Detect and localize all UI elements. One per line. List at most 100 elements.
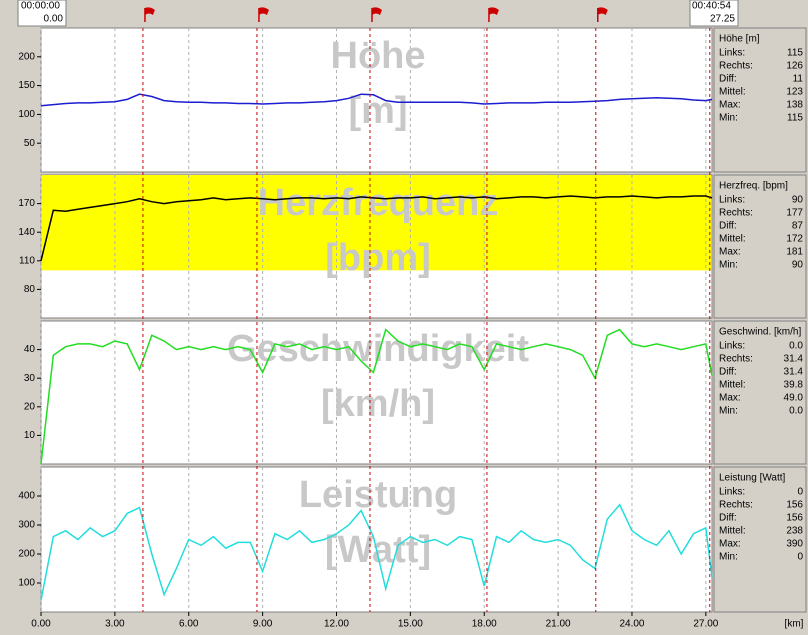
stats-value: 123	[786, 87, 803, 98]
stats-value: 390	[786, 539, 803, 550]
plot-area	[40, 466, 713, 613]
stats-panel	[713, 174, 807, 319]
lap-flag	[488, 7, 499, 15]
x-tick-label: 0.00	[31, 619, 51, 630]
stats-label: Diff:	[719, 513, 737, 524]
x-tick-label: 15.00	[398, 619, 423, 630]
y-tick-label: 80	[24, 284, 36, 295]
stats-label: Rechts:	[719, 354, 753, 365]
y-tick-label: 200	[18, 51, 35, 62]
data-line	[40, 195, 713, 261]
stats-label: Mittel:	[719, 380, 746, 391]
plot-area	[40, 27, 713, 173]
stats-value: 115	[787, 113, 803, 124]
watermark: [bpm]	[325, 237, 431, 279]
y-tick-label: 400	[18, 491, 35, 502]
watermark: [Watt]	[325, 529, 431, 571]
lap-flag	[371, 7, 382, 15]
stats-title: Leistung [Watt]	[719, 473, 786, 484]
y-tick-label: 170	[18, 198, 35, 209]
stats-value: 0.0	[789, 406, 803, 417]
x-tick-label: 18.00	[472, 619, 497, 630]
stats-label: Max:	[719, 247, 741, 258]
y-tick-label: 30	[24, 373, 36, 384]
stats-title: Höhe [m]	[719, 34, 760, 45]
stats-title: Geschwind. [km/h]	[719, 327, 801, 338]
x-tick-label: 3.00	[105, 619, 125, 630]
end-box	[689, 0, 739, 27]
y-tick-label: 40	[24, 344, 36, 355]
start-box	[17, 0, 67, 27]
stats-label: Diff:	[719, 74, 737, 85]
y-tick-label: 140	[18, 227, 35, 238]
stats-label: Max:	[719, 539, 741, 550]
x-tick-label: 6.00	[179, 619, 199, 630]
stats-label: Links:	[719, 48, 745, 59]
x-tick-label: 9.00	[253, 619, 273, 630]
stats-label: Rechts:	[719, 208, 753, 219]
stats-label: Diff:	[719, 367, 737, 378]
x-tick-label: 27.00	[693, 619, 718, 630]
stats-value: 115	[787, 48, 803, 59]
stats-label: Max:	[719, 393, 741, 404]
stats-label: Mittel:	[719, 87, 746, 98]
lap-flag	[597, 7, 608, 15]
start-time: 00:00:00	[21, 1, 60, 12]
lap-flag	[258, 7, 269, 15]
watermark: [km/h]	[321, 383, 435, 425]
stats-label: Rechts:	[719, 61, 753, 72]
x-axis-label: [km]	[785, 619, 804, 630]
lap-flag	[144, 7, 155, 15]
stats-value: 0	[797, 487, 803, 498]
data-line	[40, 328, 713, 465]
y-tick-label: 200	[18, 549, 35, 560]
stats-label: Min:	[719, 552, 738, 563]
stats-value: 172	[786, 234, 803, 245]
stats-value: 126	[786, 61, 803, 72]
plot-area	[40, 320, 713, 465]
end-time: 00:40:54	[692, 1, 731, 12]
stats-label: Max:	[719, 100, 741, 111]
stats-panel	[713, 320, 807, 465]
watermark: Geschwindigkeit	[227, 328, 529, 370]
stats-value: 39.8	[784, 380, 804, 391]
stats-label: Min:	[719, 113, 738, 124]
x-tick-label: 12.00	[324, 619, 349, 630]
start-km: 0.00	[44, 14, 64, 25]
y-tick-label: 10	[24, 430, 36, 441]
stats-label: Links:	[719, 341, 745, 352]
x-tick-label: 24.00	[619, 619, 644, 630]
watermark: Herzfrequenz	[258, 182, 499, 224]
stats-label: Min:	[719, 260, 738, 271]
y-tick-label: 100	[18, 109, 35, 120]
stats-title: Herzfreq. [bpm]	[719, 181, 788, 192]
watermark: Leistung	[299, 474, 457, 516]
data-line	[40, 93, 713, 107]
zone-band	[42, 175, 711, 271]
stats-value: 0	[797, 552, 803, 563]
stats-value: 156	[786, 500, 803, 511]
stats-value: 31.4	[784, 367, 804, 378]
end-km: 27.25	[710, 14, 735, 25]
stats-label: Links:	[719, 487, 745, 498]
stats-label: Diff:	[719, 221, 737, 232]
y-tick-label: 20	[24, 401, 36, 412]
y-tick-label: 110	[19, 255, 35, 266]
data-line	[40, 503, 713, 601]
stats-value: 31.4	[784, 354, 804, 365]
y-tick-label: 150	[18, 80, 35, 91]
stats-value: 181	[786, 247, 803, 258]
stats-value: 177	[786, 208, 803, 219]
stats-value: 11	[793, 74, 804, 85]
stats-panel	[713, 466, 807, 613]
stats-value: 238	[786, 526, 803, 537]
stats-label: Links:	[719, 195, 745, 206]
stats-value: 87	[792, 221, 804, 232]
y-tick-label: 300	[18, 520, 35, 531]
stats-value: 49.0	[784, 393, 804, 404]
stats-panel	[713, 27, 807, 173]
stats-value: 90	[792, 260, 804, 271]
stats-value: 138	[786, 100, 803, 111]
